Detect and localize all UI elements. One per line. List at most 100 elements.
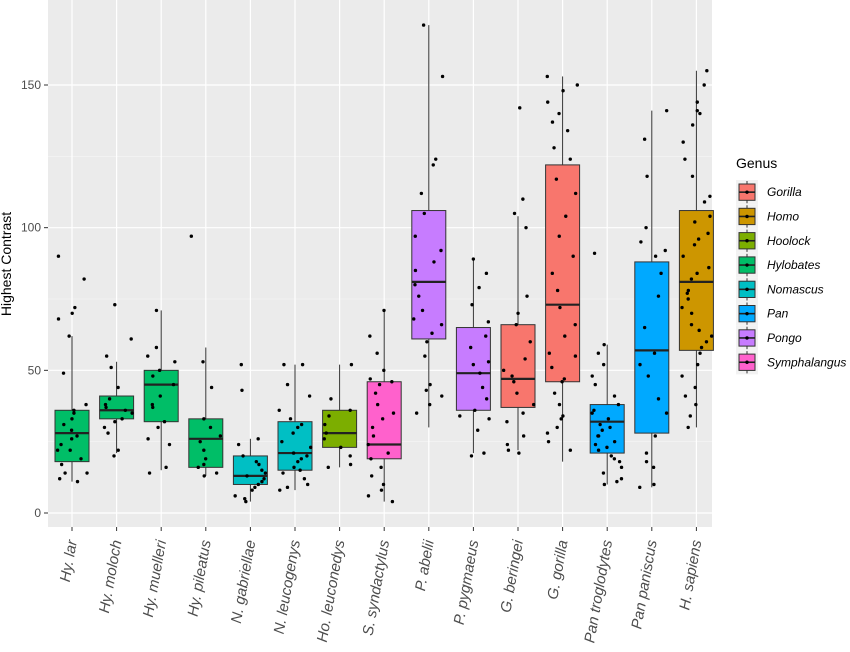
data-point	[423, 354, 427, 358]
data-point	[601, 362, 606, 367]
data-point	[123, 408, 128, 412]
data-point	[612, 457, 617, 461]
data-point	[63, 471, 67, 475]
data-point	[571, 254, 575, 258]
legend-key-point	[745, 214, 749, 219]
data-point	[652, 351, 657, 355]
data-point	[525, 294, 529, 298]
data-point	[651, 465, 656, 470]
data-point	[680, 374, 684, 378]
data-point	[202, 474, 206, 478]
data-point	[487, 417, 491, 421]
data-point	[366, 494, 371, 498]
data-point	[196, 465, 200, 470]
data-point	[432, 260, 436, 264]
data-point	[702, 83, 706, 87]
data-point	[146, 354, 150, 358]
data-point	[327, 414, 331, 418]
x-tick-label: Hy. pileatus	[185, 538, 215, 618]
data-point	[296, 459, 300, 464]
data-point	[521, 197, 525, 201]
data-point	[469, 345, 473, 350]
legend-label: Pan	[767, 307, 789, 321]
data-point	[203, 457, 208, 461]
data-point	[428, 382, 432, 387]
legend-item: Hoolock	[736, 228, 811, 253]
data-point	[291, 431, 295, 435]
data-point	[84, 402, 88, 407]
data-point	[598, 422, 602, 427]
data-point	[568, 448, 573, 452]
data-point	[512, 211, 517, 216]
data-point	[506, 448, 511, 452]
data-point	[709, 334, 714, 338]
data-point	[644, 459, 649, 464]
legend-key-point	[745, 311, 749, 316]
data-point	[380, 417, 385, 421]
data-point	[113, 303, 117, 307]
data-point	[484, 271, 489, 276]
data-point	[56, 254, 61, 258]
data-point	[608, 425, 612, 430]
data-point	[521, 434, 526, 438]
data-point	[644, 451, 649, 455]
data-point	[375, 402, 380, 407]
data-point	[653, 254, 658, 258]
data-point	[528, 340, 532, 344]
data-point	[695, 108, 699, 113]
data-point	[696, 237, 701, 241]
data-point	[698, 351, 702, 355]
data-point	[471, 362, 476, 367]
data-point	[477, 285, 481, 290]
data-point	[470, 303, 474, 307]
data-point	[414, 411, 419, 415]
x-tick-label: N. gabriellae	[228, 539, 259, 625]
box	[411, 25, 447, 428]
data-point	[561, 414, 565, 418]
data-point	[218, 434, 223, 438]
data-point	[300, 362, 305, 367]
y-tick-label: 50	[28, 363, 42, 377]
data-point	[263, 471, 268, 475]
data-point	[308, 445, 313, 450]
x-tick-label: S. syndactylus	[360, 538, 394, 637]
data-point	[558, 305, 562, 310]
data-point	[154, 345, 159, 350]
data-point	[639, 240, 643, 244]
x-tick-label: P. pygmaeus	[451, 538, 483, 626]
data-point	[299, 422, 304, 427]
data-point	[296, 425, 300, 430]
data-point	[278, 488, 282, 492]
data-point	[552, 146, 556, 150]
data-point	[369, 457, 373, 461]
box	[455, 259, 491, 454]
legend-item: Pongo	[736, 325, 802, 351]
legend-item: Symphalangus	[736, 350, 846, 375]
box-body	[411, 210, 447, 340]
box-body	[366, 381, 402, 460]
data-point	[150, 402, 155, 407]
data-point	[600, 428, 604, 432]
data-point	[280, 439, 284, 444]
data-point	[486, 360, 491, 364]
data-point	[550, 271, 555, 276]
legend-label: Symphalangus	[767, 355, 846, 369]
data-point	[653, 434, 657, 438]
y-tick-label: 0	[34, 506, 41, 520]
boxes-layer	[54, 25, 714, 502]
data-point	[695, 100, 699, 104]
box	[99, 361, 135, 454]
data-point	[590, 411, 594, 415]
data-point	[281, 471, 285, 475]
data-point	[642, 137, 647, 141]
box-body	[277, 421, 313, 471]
data-point	[75, 434, 79, 438]
data-point	[612, 394, 617, 398]
data-point	[244, 499, 248, 504]
data-point	[590, 374, 594, 378]
data-point	[547, 351, 552, 355]
data-point	[705, 69, 709, 73]
data-point	[561, 89, 565, 93]
data-point	[699, 345, 704, 350]
